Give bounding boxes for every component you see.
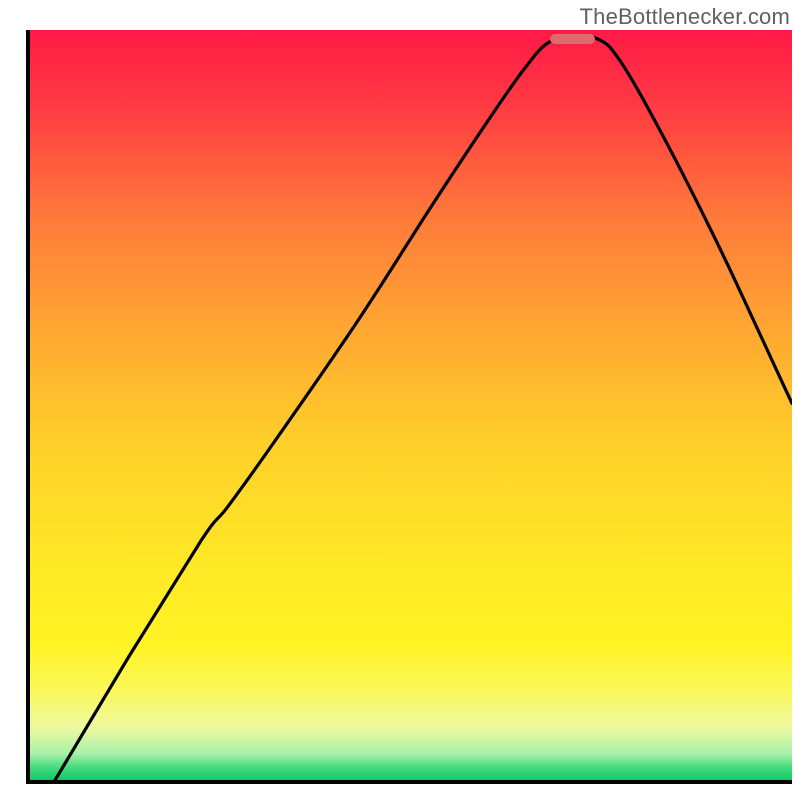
chart-container: TheBottlenecker.com [0,0,800,800]
watermark-text: TheBottlenecker.com [580,4,790,30]
x-axis [26,780,792,784]
plot-area [30,30,792,780]
curve-line [30,30,792,780]
minimum-marker [550,34,596,45]
